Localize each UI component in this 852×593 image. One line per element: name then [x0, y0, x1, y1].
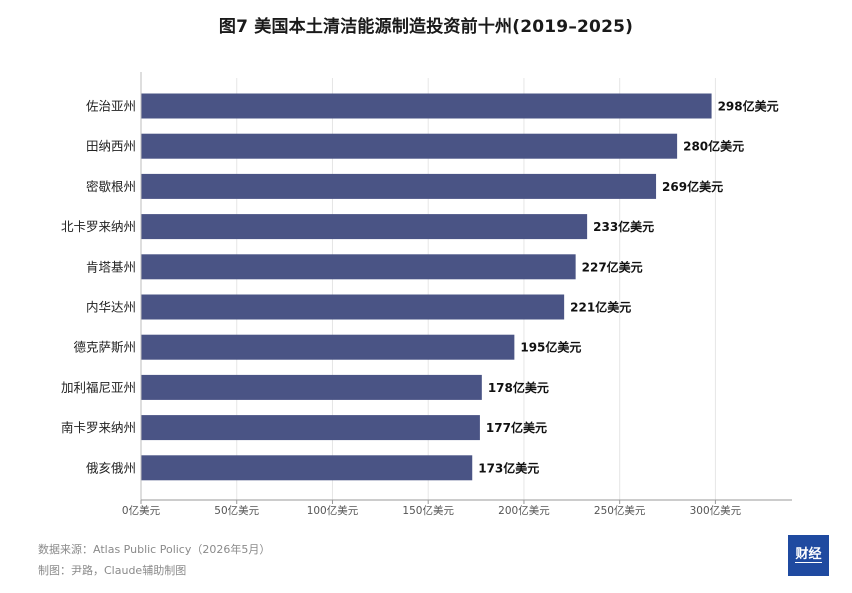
- bar: [141, 415, 480, 441]
- bar: [141, 334, 515, 360]
- source-note: 数据来源：Atlas Public Policy（2026年5月）: [38, 543, 271, 556]
- category-label: 加利福尼亚州: [61, 380, 136, 395]
- category-label: 肯塔基州: [86, 259, 136, 274]
- value-label: 177亿美元: [486, 420, 547, 435]
- value-label: 269亿美元: [662, 179, 723, 194]
- x-tick-label: 0亿美元: [122, 504, 161, 517]
- logo-text: 财经: [795, 547, 822, 563]
- value-label: 221亿美元: [570, 300, 631, 315]
- bar: [141, 294, 565, 320]
- bar: [141, 93, 712, 119]
- category-label: 德克萨斯州: [73, 340, 136, 355]
- value-label: 227亿美元: [582, 259, 643, 274]
- x-tick-label: 300亿美元: [690, 504, 742, 517]
- category-label: 佐治亚州: [86, 99, 136, 114]
- publisher-logo: 财经: [788, 535, 829, 576]
- bar: [141, 455, 473, 481]
- category-label: 田纳西州: [86, 139, 136, 154]
- category-label: 南卡罗来纳州: [61, 420, 136, 435]
- credit-note: 制图：尹路，Claude辅助制图: [38, 564, 187, 577]
- bar: [141, 133, 678, 159]
- bar: [141, 173, 657, 199]
- chart-title: 图7 美国本土清洁能源制造投资前十州(2019–2025): [218, 17, 634, 37]
- x-tick-label: 250亿美元: [594, 504, 646, 517]
- value-label: 298亿美元: [718, 99, 779, 114]
- value-label: 280亿美元: [683, 139, 744, 154]
- x-tick-label: 150亿美元: [402, 504, 454, 517]
- value-label: 173亿美元: [478, 460, 539, 475]
- x-tick-label: 100亿美元: [307, 504, 359, 517]
- bar: [141, 214, 588, 240]
- value-label: 178亿美元: [488, 380, 549, 395]
- category-label: 密歇根州: [86, 179, 136, 194]
- category-label: 俄亥俄州: [86, 460, 136, 475]
- category-label: 北卡罗来纳州: [61, 219, 136, 234]
- category-label: 内华达州: [86, 300, 136, 315]
- x-tick-label: 200亿美元: [498, 504, 550, 517]
- x-tick-label: 50亿美元: [214, 504, 259, 517]
- bar: [141, 374, 482, 400]
- value-label: 195亿美元: [520, 340, 581, 355]
- bar: [141, 254, 576, 280]
- value-label: 233亿美元: [593, 219, 654, 234]
